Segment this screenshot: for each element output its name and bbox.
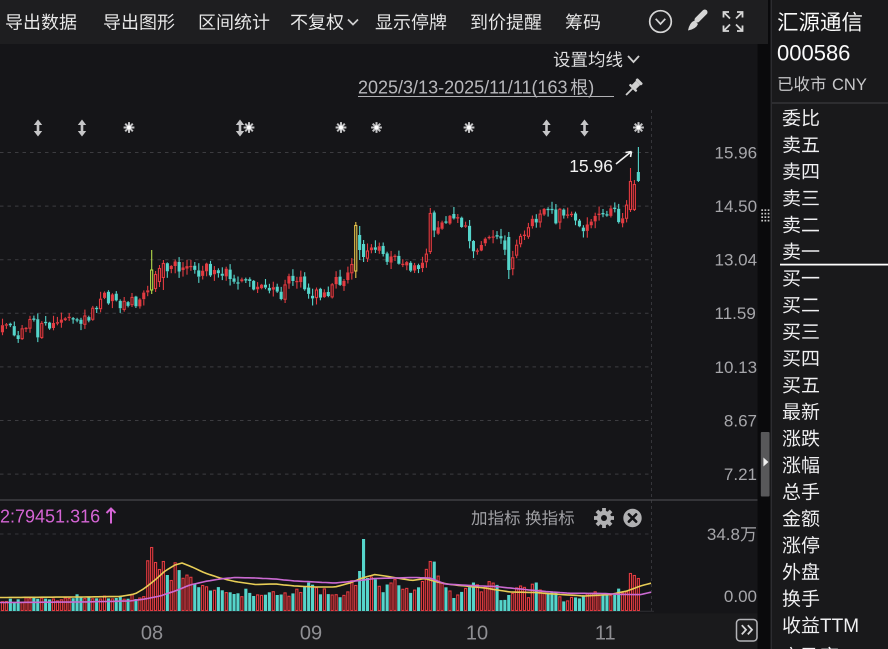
svg-text:15.96: 15.96	[569, 156, 613, 176]
svg-text:08: 08	[141, 623, 163, 645]
svg-text:TTM: TTM	[820, 616, 859, 637]
svg-text:8.67: 8.67	[724, 411, 757, 430]
svg-text:7.21: 7.21	[724, 465, 757, 484]
svg-text:): )	[588, 77, 594, 97]
svg-text:15.96: 15.96	[715, 143, 758, 162]
svg-text:2025/3/13-2025/11/11(163: 2025/3/13-2025/11/11(163	[358, 77, 568, 97]
svg-text:2:79451.316: 2:79451.316	[0, 506, 100, 526]
svg-text:11.59: 11.59	[715, 304, 756, 323]
svg-text:09: 09	[300, 623, 322, 645]
svg-text:34.8: 34.8	[707, 525, 740, 544]
svg-text:0.00: 0.00	[724, 587, 757, 606]
svg-text:10.13: 10.13	[715, 358, 758, 377]
svg-text:13.04: 13.04	[715, 251, 758, 270]
svg-text:10: 10	[466, 623, 488, 645]
svg-text:11: 11	[595, 623, 616, 645]
svg-text:CNY: CNY	[832, 76, 867, 94]
svg-text:14.50: 14.50	[715, 197, 758, 216]
svg-text:000586: 000586	[777, 41, 850, 66]
